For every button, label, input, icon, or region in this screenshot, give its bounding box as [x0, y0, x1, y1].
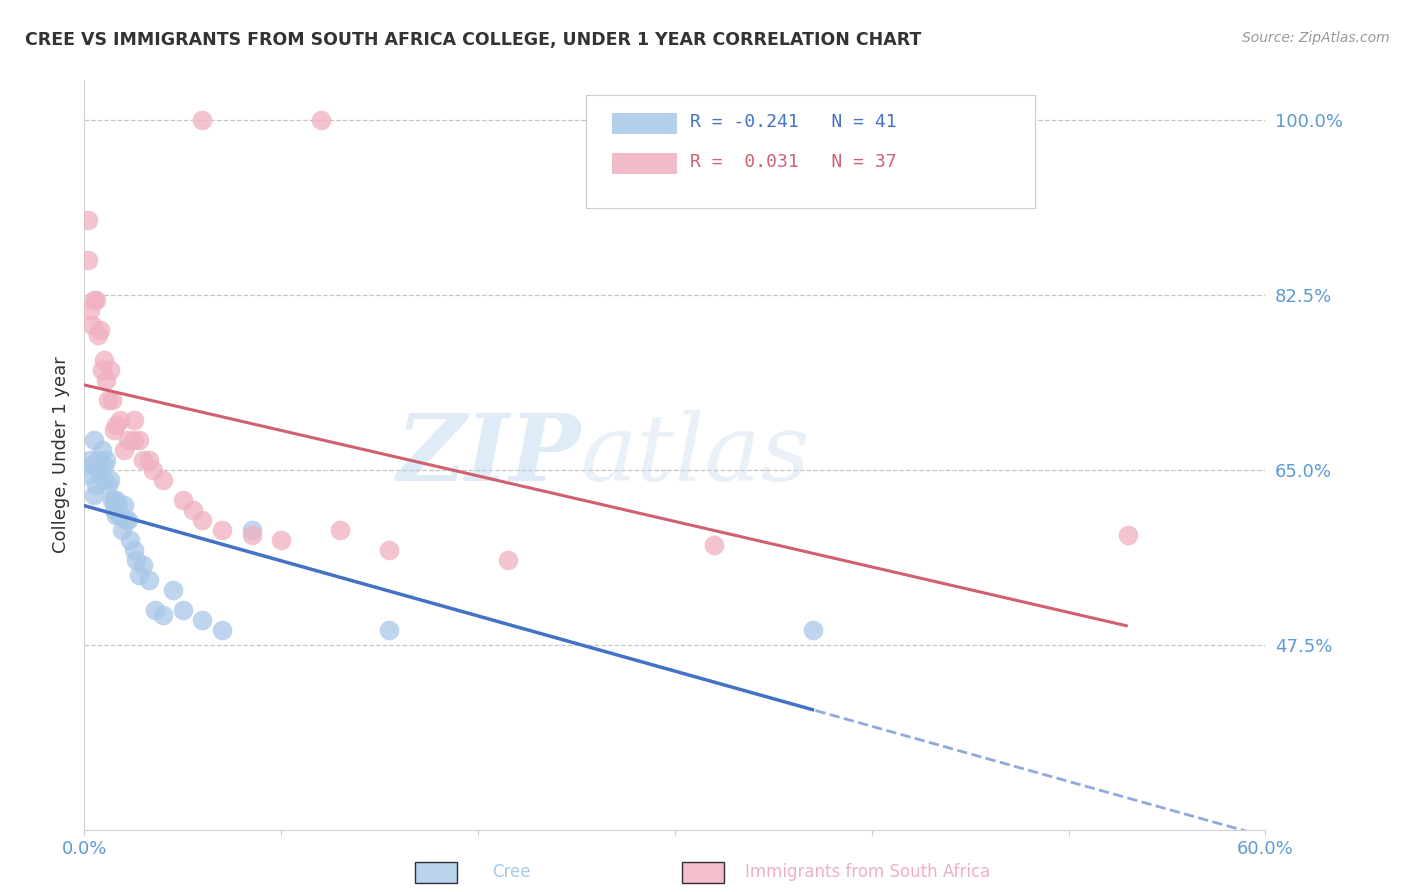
Point	[378, 542, 401, 557]
Point	[122, 413, 145, 427]
Point	[84, 478, 107, 492]
Point	[211, 523, 233, 537]
Point	[112, 442, 135, 457]
Point	[138, 573, 160, 587]
Point	[191, 113, 214, 128]
Text: R =  0.031   N = 37: R = 0.031 N = 37	[690, 153, 897, 171]
Point	[89, 467, 111, 482]
Point	[97, 392, 120, 407]
Point	[93, 458, 115, 472]
Point	[97, 478, 120, 492]
Point	[83, 293, 105, 307]
Text: atlas: atlas	[581, 410, 810, 500]
Text: Immigrants from South Africa: Immigrants from South Africa	[745, 863, 990, 881]
Text: Source: ZipAtlas.com: Source: ZipAtlas.com	[1241, 31, 1389, 45]
Point	[79, 303, 101, 318]
Point	[172, 492, 194, 507]
Point	[111, 523, 134, 537]
Point	[84, 293, 107, 307]
Point	[801, 623, 824, 637]
Y-axis label: College, Under 1 year: College, Under 1 year	[52, 357, 70, 553]
Point	[128, 567, 150, 582]
Point	[77, 253, 100, 268]
Point	[103, 492, 125, 507]
Point	[98, 473, 121, 487]
FancyBboxPatch shape	[612, 153, 678, 174]
Point	[79, 453, 101, 467]
Point	[107, 498, 129, 512]
Point	[77, 467, 100, 482]
Point	[98, 363, 121, 377]
Point	[117, 513, 139, 527]
Point	[138, 453, 160, 467]
Point	[108, 508, 131, 522]
Point	[142, 463, 165, 477]
Point	[82, 458, 104, 472]
Point	[83, 433, 105, 447]
Point	[240, 528, 263, 542]
Text: R = -0.241   N = 41: R = -0.241 N = 41	[690, 113, 897, 131]
Point	[101, 492, 124, 507]
Point	[87, 453, 110, 467]
Point	[93, 353, 115, 368]
Point	[329, 523, 352, 537]
Point	[103, 423, 125, 437]
Point	[191, 513, 214, 527]
Point	[89, 323, 111, 337]
Point	[108, 413, 131, 427]
Point	[104, 492, 127, 507]
FancyBboxPatch shape	[612, 113, 678, 134]
Point	[122, 542, 145, 557]
Point	[91, 442, 114, 457]
Point	[270, 533, 292, 547]
Point	[104, 508, 127, 522]
Point	[496, 553, 519, 567]
Point	[309, 113, 332, 128]
FancyBboxPatch shape	[586, 95, 1035, 208]
Point	[77, 213, 100, 227]
Point	[1116, 528, 1139, 542]
Text: ZIP: ZIP	[396, 410, 581, 500]
Point	[132, 453, 155, 467]
Point	[143, 603, 166, 617]
Point	[103, 503, 125, 517]
Text: Cree: Cree	[492, 863, 530, 881]
Point	[378, 623, 401, 637]
Point	[117, 433, 139, 447]
Point	[211, 623, 233, 637]
Point	[93, 473, 115, 487]
Point	[118, 533, 141, 547]
Point	[132, 558, 155, 572]
Point	[112, 498, 135, 512]
Point	[124, 553, 146, 567]
Point	[83, 488, 105, 502]
Point	[82, 318, 104, 332]
Point	[87, 463, 110, 477]
Point	[152, 473, 174, 487]
Point	[162, 582, 184, 597]
Point	[152, 607, 174, 622]
Text: CREE VS IMMIGRANTS FROM SOUTH AFRICA COLLEGE, UNDER 1 YEAR CORRELATION CHART: CREE VS IMMIGRANTS FROM SOUTH AFRICA COL…	[25, 31, 922, 49]
Point	[101, 392, 124, 407]
Point	[703, 538, 725, 552]
Point	[172, 603, 194, 617]
Point	[181, 503, 204, 517]
Point	[94, 453, 117, 467]
Point	[87, 328, 110, 343]
Point	[191, 613, 214, 627]
Point	[94, 373, 117, 387]
Point	[114, 513, 136, 527]
Point	[91, 363, 114, 377]
Point	[128, 433, 150, 447]
Point	[104, 417, 127, 432]
Point	[122, 433, 145, 447]
Point	[240, 523, 263, 537]
